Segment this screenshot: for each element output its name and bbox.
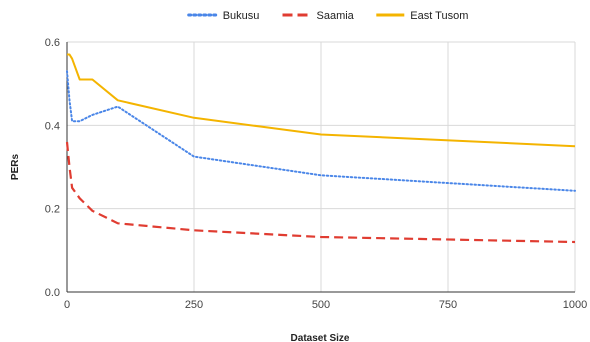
series-line-bukusu bbox=[66, 70, 576, 192]
x-tick-label: 250 bbox=[185, 299, 203, 311]
grid bbox=[67, 41, 576, 292]
tick-labels: 0.0 0.2 0.4 0.6 0 250 500 750 1000 bbox=[45, 37, 588, 311]
y-tick-label: 0.2 bbox=[45, 204, 60, 216]
legend-label-bukusu: Bukusu bbox=[223, 10, 260, 22]
series-lines bbox=[65, 53, 576, 244]
y-tick-label: 0.4 bbox=[45, 120, 60, 132]
y-axis-title: PERs bbox=[10, 154, 21, 181]
x-tick-label: 0 bbox=[64, 299, 70, 311]
y-tick-label: 0.6 bbox=[45, 37, 60, 49]
y-tick-label: 0.0 bbox=[45, 287, 60, 299]
x-tick-label: 500 bbox=[312, 299, 330, 311]
series-line-saamia bbox=[65, 141, 576, 244]
legend: Bukusu Saamia East Tusom bbox=[187, 10, 468, 22]
series-line-east-tusom bbox=[67, 53, 576, 148]
axes bbox=[66, 42, 575, 293]
x-tick-label: 750 bbox=[439, 299, 457, 311]
x-axis-title: Dataset Size bbox=[291, 333, 350, 342]
x-tick-label: 1000 bbox=[563, 299, 587, 311]
legend-label-east-tusom: East Tusom bbox=[410, 10, 468, 22]
legend-label-saamia: Saamia bbox=[317, 10, 355, 22]
